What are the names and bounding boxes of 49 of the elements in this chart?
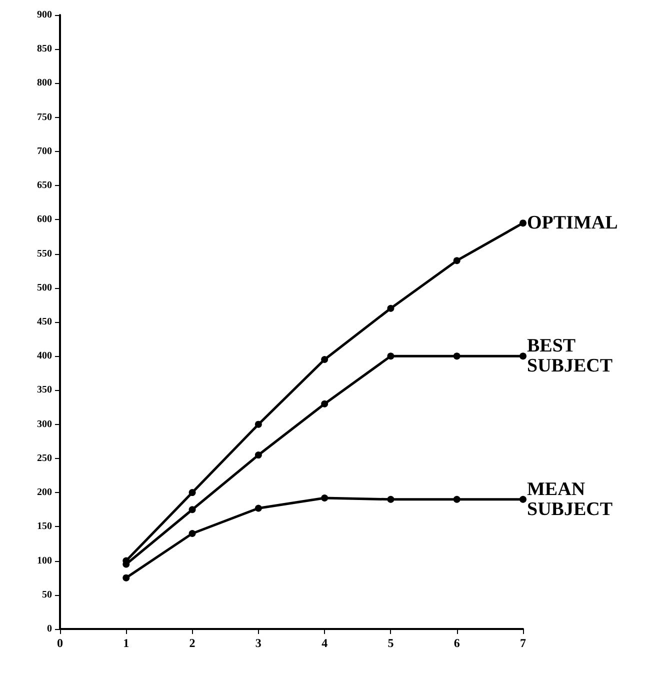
point <box>520 352 526 360</box>
x-tick-label: 7 <box>520 636 526 650</box>
y-tick-label: 150 <box>37 521 52 532</box>
x-tick-label: 1 <box>123 636 130 650</box>
x-tick-label: 4 <box>322 636 328 650</box>
point <box>387 496 394 503</box>
x-tick-label: 2 <box>189 636 196 650</box>
y-tick-label: 800 <box>37 78 52 89</box>
y-tick-label: 200 <box>37 487 52 498</box>
point <box>254 504 262 512</box>
x-tick-label: 6 <box>454 636 460 650</box>
y-tick-label: 850 <box>37 44 52 55</box>
y-tick-label: 750 <box>37 112 52 123</box>
point <box>321 400 328 408</box>
point <box>254 452 262 459</box>
x-tick-label: 3 <box>255 636 262 650</box>
series-label: MEAN SUBJECT <box>527 478 613 520</box>
x-tick-label: 5 <box>388 636 394 650</box>
point <box>387 304 394 312</box>
series-label: BEST SUBJECT <box>527 336 613 377</box>
y-tick-label: 550 <box>37 248 52 260</box>
y-tick-label: 600 <box>37 214 52 226</box>
point <box>321 356 328 364</box>
point <box>453 257 460 264</box>
y-tick-label: 400 <box>37 350 52 362</box>
point <box>387 352 394 360</box>
y-tick-label: 450 <box>37 316 52 328</box>
y-tick-label: 250 <box>37 452 52 464</box>
point <box>188 489 196 496</box>
point <box>188 530 196 537</box>
point <box>520 496 526 503</box>
y-tick-label: 900 <box>37 10 52 20</box>
point <box>122 574 130 582</box>
point <box>520 220 526 227</box>
y-tick-label: 50 <box>42 589 52 600</box>
y-tick-label: 100 <box>37 555 52 566</box>
y-tick-label: 0 <box>47 624 52 634</box>
point <box>188 506 196 514</box>
y-tick-label: 650 <box>37 180 52 192</box>
point <box>453 352 460 360</box>
y-tick-label: 300 <box>37 418 52 430</box>
y-tick-label: 350 <box>37 384 52 396</box>
series-label: OPTIMAL <box>527 212 618 234</box>
point <box>453 496 460 503</box>
y-tick-label: 500 <box>37 282 52 294</box>
x-tick-label: 0 <box>57 636 63 650</box>
y-tick-label: 700 <box>37 146 52 157</box>
point <box>254 420 262 428</box>
point <box>321 494 328 502</box>
